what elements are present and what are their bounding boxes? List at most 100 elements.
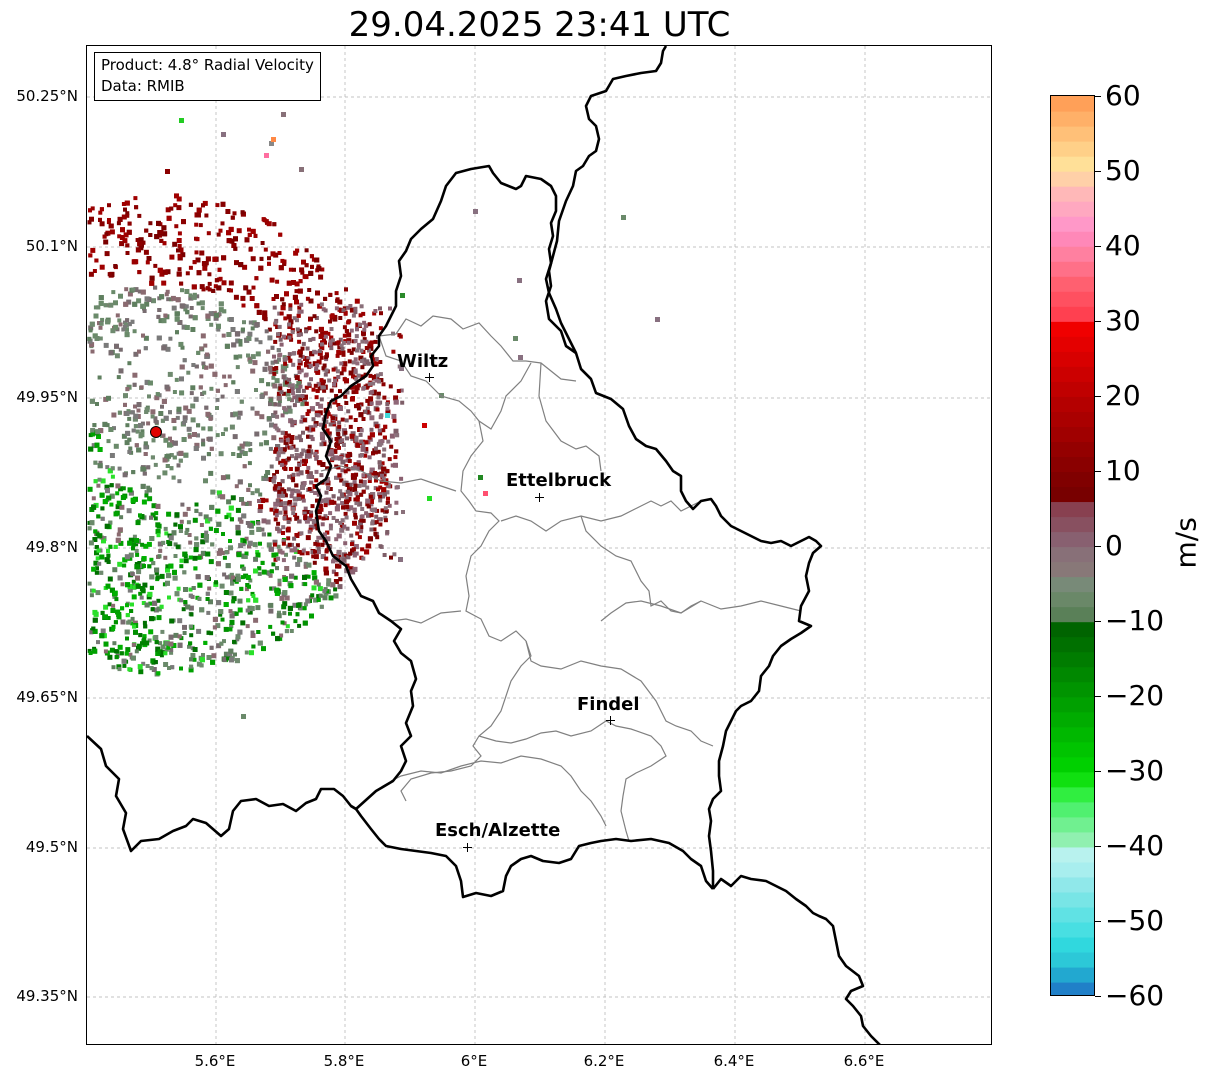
radar-echo-pixel [241, 542, 246, 547]
radar-echo-pixel [344, 418, 349, 423]
radar-echo-pixel [267, 572, 272, 577]
radar-echo-pixel [241, 714, 246, 719]
radar-echo-pixel [293, 250, 299, 256]
radar-echo-pixel [256, 526, 262, 532]
lon-label-6-2: 6.2°E [583, 1052, 625, 1070]
radar-echo-pixel [228, 648, 234, 654]
radar-echo-pixel [291, 280, 296, 285]
radar-echo-pixel [219, 641, 224, 646]
radar-echo-pixel [241, 513, 247, 519]
radar-echo-pixel [287, 500, 292, 505]
radar-echo-pixel [136, 447, 142, 453]
radar-echo-pixel [278, 232, 283, 237]
radar-echo-pixel [323, 541, 327, 546]
radar-echo-pixel [292, 555, 297, 560]
radar-echo-pixel [109, 587, 115, 593]
radar-echo-pixel [288, 467, 293, 471]
colorbar-segment [1051, 336, 1094, 352]
radar-echo-pixel [202, 365, 207, 370]
radar-echo-pixel [218, 612, 223, 617]
radar-echo-pixel [280, 305, 286, 311]
radar-echo-pixel [268, 624, 273, 629]
radar-echo-pixel [286, 389, 291, 393]
radar-echo-pixel [352, 553, 357, 558]
radar-echo-pixel [314, 410, 319, 415]
radar-echo-pixel [383, 506, 388, 511]
radar-echo-pixel [305, 296, 310, 301]
radar-echo-pixel [310, 550, 315, 555]
radar-echo-pixel [144, 228, 149, 233]
radar-echo-pixel [189, 306, 194, 310]
radar-echo-pixel [349, 328, 354, 333]
radar-echo-pixel [122, 472, 128, 478]
radar-echo-pixel [286, 280, 292, 286]
radar-echo-pixel [304, 248, 309, 253]
radar-echo-pixel [135, 238, 140, 242]
radar-echo-pixel [175, 415, 180, 420]
radar-echo-pixel [237, 629, 243, 635]
radar-echo-pixel [208, 559, 214, 565]
radar-echo-pixel [262, 314, 268, 320]
radar-echo-pixel [297, 434, 302, 439]
radar-echo-pixel [115, 491, 120, 496]
radar-echo-pixel [117, 234, 122, 239]
colorbar-tick-label: 50 [1105, 154, 1141, 187]
radar-echo-pixel [163, 651, 168, 656]
radar-echo-pixel [216, 561, 221, 567]
radar-echo-pixel [352, 475, 357, 480]
radar-echo-pixel [358, 432, 363, 437]
radar-echo-pixel [348, 304, 353, 308]
radar-echo-pixel [355, 497, 360, 502]
radar-echo-pixel [98, 460, 103, 465]
radar-echo-pixel [276, 544, 281, 549]
radar-echo-pixel [322, 480, 327, 485]
radar-echo-pixel [133, 413, 139, 419]
radar-echo-pixel [304, 372, 309, 377]
radar-echo-pixel [297, 496, 302, 501]
radar-echo-pixel [303, 356, 309, 361]
radar-echo-pixel [254, 276, 259, 281]
radar-echo-pixel [98, 217, 102, 222]
radar-echo-pixel [381, 428, 386, 433]
radar-echo-pixel [256, 521, 261, 526]
radar-echo-pixel [234, 611, 239, 616]
radar-echo-pixel [163, 555, 168, 560]
radar-echo-pixel [386, 496, 390, 501]
radar-echo-pixel [346, 332, 352, 338]
radar-echo-pixel [213, 284, 218, 289]
radar-echo-pixel [290, 491, 295, 495]
radar-echo-pixel [189, 612, 194, 617]
radar-echo-pixel [97, 533, 103, 539]
radar-echo-pixel [142, 564, 146, 568]
radar-echo-pixel [112, 567, 118, 573]
radar-echo-pixel [88, 328, 93, 333]
radar-echo-pixel [316, 381, 321, 386]
radar-echo-pixel [266, 416, 271, 421]
radar-echo-pixel [379, 413, 384, 418]
radar-echo-pixel [139, 586, 145, 591]
radar-echo-pixel [101, 633, 107, 639]
radar-echo-pixel [243, 285, 249, 291]
radar-echo-pixel [125, 603, 129, 608]
radar-echo-pixel [192, 260, 197, 265]
colorbar-segment [1051, 156, 1094, 172]
radar-echo-pixel [355, 531, 360, 536]
radar-echo-pixel [275, 456, 280, 461]
radar-echo-pixel [116, 221, 121, 226]
radar-echo-pixel [149, 666, 154, 671]
radar-echo-pixel [380, 473, 384, 478]
radar-echo-pixel [229, 238, 235, 244]
radar-echo-pixel [307, 444, 312, 449]
radar-echo-pixel [350, 542, 354, 547]
radar-echo-pixel [125, 243, 130, 248]
radar-echo-pixel [169, 618, 175, 624]
radar-echo-pixel [243, 555, 248, 559]
radar-echo-pixel [149, 275, 155, 281]
radar-echo-pixel [187, 434, 192, 439]
radar-echo-pixel [374, 378, 379, 383]
radar-echo-pixel [352, 509, 357, 513]
radar-echo-pixel [323, 566, 329, 572]
radar-echo-pixel [130, 616, 135, 621]
radar-echo-pixel [88, 540, 94, 546]
radar-echo-pixel [158, 411, 164, 416]
